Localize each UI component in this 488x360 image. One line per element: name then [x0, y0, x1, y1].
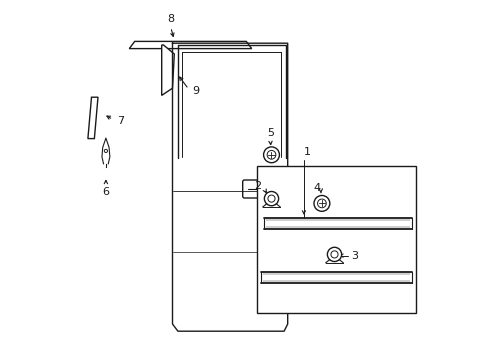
Bar — [257, 166, 415, 313]
Circle shape — [264, 192, 278, 206]
Polygon shape — [162, 45, 174, 95]
Circle shape — [266, 150, 275, 159]
Text: 8: 8 — [167, 14, 174, 24]
Circle shape — [317, 199, 325, 208]
Circle shape — [330, 251, 337, 258]
Text: 1: 1 — [303, 147, 310, 157]
Circle shape — [267, 195, 275, 202]
Circle shape — [313, 195, 329, 211]
FancyBboxPatch shape — [242, 180, 280, 198]
Circle shape — [104, 149, 107, 153]
Text: 9: 9 — [192, 86, 199, 96]
Text: 7: 7 — [117, 116, 123, 126]
Text: 4: 4 — [313, 183, 320, 193]
Polygon shape — [129, 41, 251, 49]
Circle shape — [326, 247, 341, 261]
Text: 2: 2 — [254, 181, 261, 191]
Text: 6: 6 — [102, 187, 109, 197]
Text: 5: 5 — [266, 128, 273, 138]
Text: 3: 3 — [350, 251, 357, 261]
Circle shape — [263, 147, 279, 163]
Polygon shape — [88, 97, 98, 139]
